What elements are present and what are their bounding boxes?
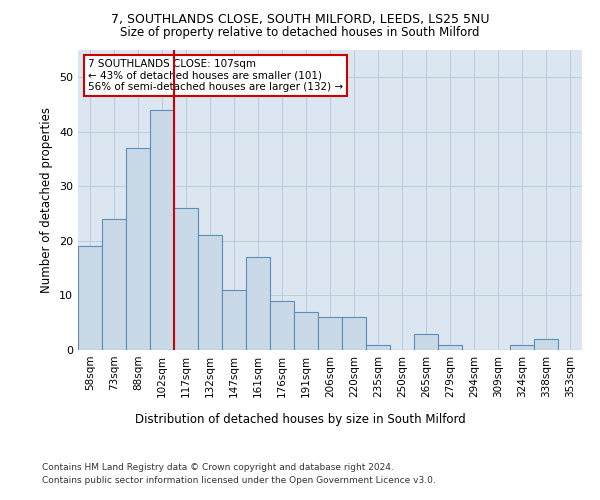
Bar	[246, 258, 270, 350]
Bar	[222, 290, 246, 350]
Bar	[510, 344, 534, 350]
Bar	[294, 312, 318, 350]
Text: Distribution of detached houses by size in South Milford: Distribution of detached houses by size …	[134, 412, 466, 426]
Bar	[174, 208, 198, 350]
Text: Size of property relative to detached houses in South Milford: Size of property relative to detached ho…	[120, 26, 480, 39]
Bar	[534, 339, 558, 350]
Text: 7, SOUTHLANDS CLOSE, SOUTH MILFORD, LEEDS, LS25 5NU: 7, SOUTHLANDS CLOSE, SOUTH MILFORD, LEED…	[111, 12, 489, 26]
Bar	[414, 334, 438, 350]
Bar	[270, 301, 294, 350]
Bar	[198, 236, 222, 350]
Text: Contains public sector information licensed under the Open Government Licence v3: Contains public sector information licen…	[42, 476, 436, 485]
Bar	[150, 110, 174, 350]
Bar	[342, 318, 366, 350]
Y-axis label: Number of detached properties: Number of detached properties	[40, 107, 53, 293]
Bar	[366, 344, 390, 350]
Text: Contains HM Land Registry data © Crown copyright and database right 2024.: Contains HM Land Registry data © Crown c…	[42, 462, 394, 471]
Bar	[102, 219, 126, 350]
Bar	[318, 318, 342, 350]
Bar	[438, 344, 462, 350]
Bar	[78, 246, 102, 350]
Text: 7 SOUTHLANDS CLOSE: 107sqm
← 43% of detached houses are smaller (101)
56% of sem: 7 SOUTHLANDS CLOSE: 107sqm ← 43% of deta…	[88, 59, 343, 92]
Bar	[126, 148, 150, 350]
